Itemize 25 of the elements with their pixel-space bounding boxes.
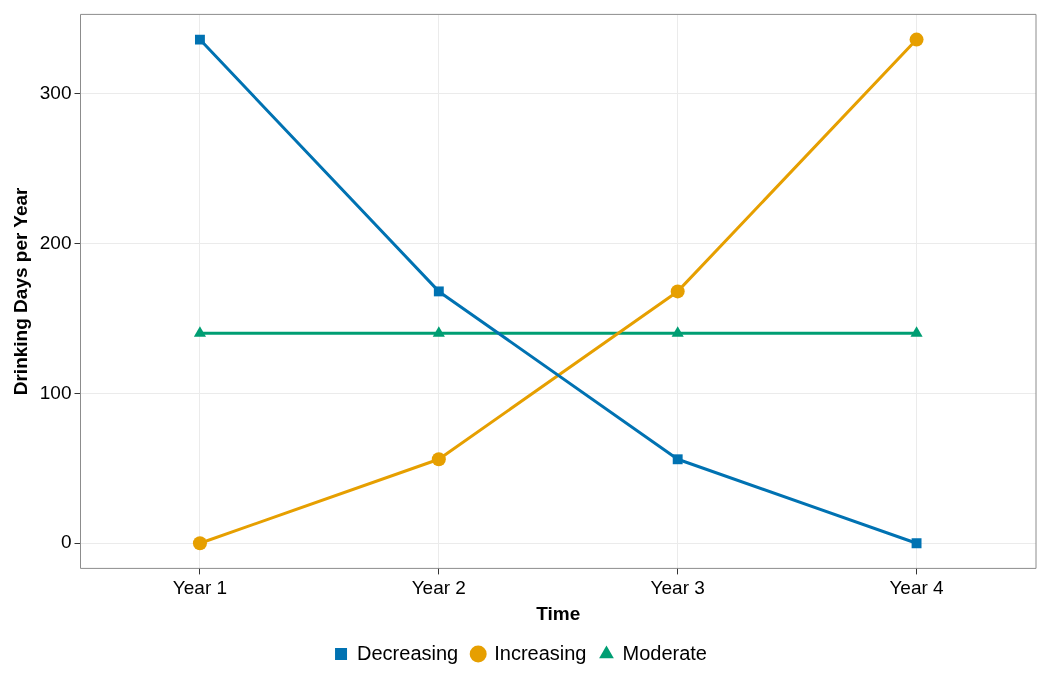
point [193,326,206,337]
point [194,34,205,45]
point [672,454,683,465]
y-tick-label: 200 [39,231,72,253]
x-axis-title: Time [536,602,581,624]
point [431,452,446,467]
y-axis-title: Drinking Days per Year [9,186,31,396]
point [433,286,444,297]
x-tick-label: Year 1 [172,577,228,599]
x-tick-label: Year 3 [650,577,705,599]
point [910,326,923,337]
point [909,32,924,47]
y-tick-label: 0 [60,531,72,553]
point [432,326,445,337]
legend-label: Increasing [494,641,587,664]
point [192,536,207,551]
y-tick-label: 300 [39,81,72,103]
legend-label: Decreasing [357,641,459,664]
y-tick-label: 100 [39,381,72,403]
point [670,284,685,299]
point [911,538,922,549]
x-tick-label: Year 4 [889,577,945,599]
x-tick-label: Year 2 [411,577,466,599]
point [671,326,684,337]
legend-label: Moderate [622,641,707,664]
